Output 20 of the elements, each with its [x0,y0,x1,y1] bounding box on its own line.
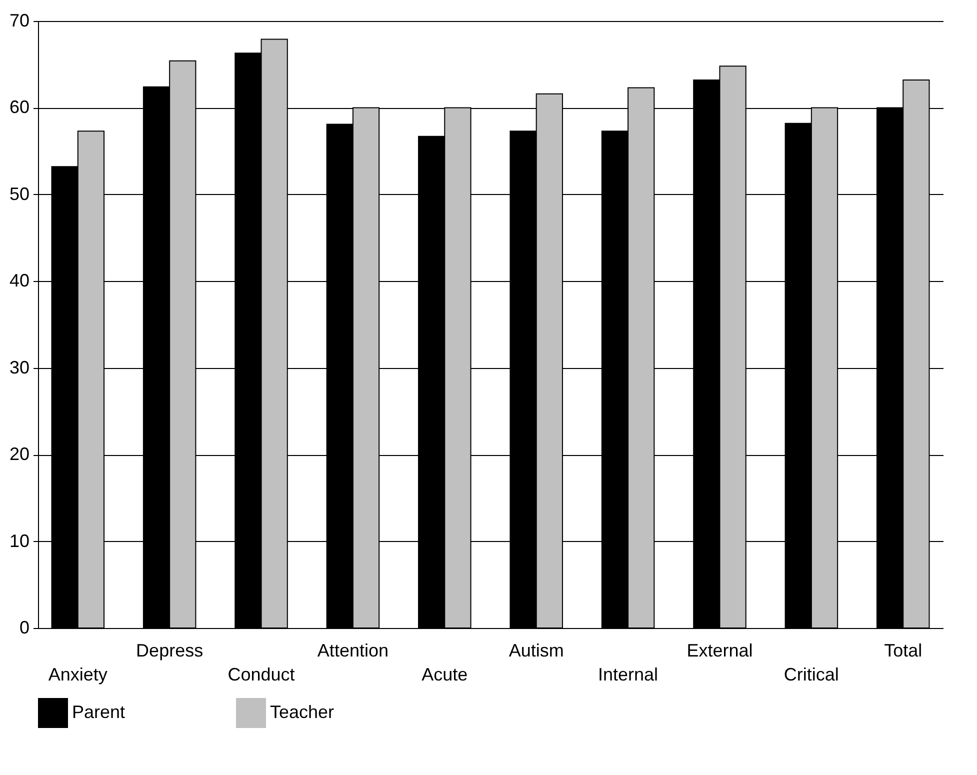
x-tick-label: Acute [422,664,468,684]
x-tick-label: Attention [317,640,388,660]
y-tick-label: 70 [9,10,30,30]
legend-label: Teacher [270,702,334,722]
x-tick-label: Autism [508,640,564,660]
y-tick-label: 60 [9,97,30,118]
x-tick-label: Internal [598,664,658,684]
y-tick-label: 30 [9,357,30,378]
y-tick-label: 40 [9,270,30,291]
x-tick-label: Total [884,640,922,660]
y-tick-label: 20 [9,444,30,464]
x-tick-label: Depress [136,640,204,660]
legend-label: Parent [72,702,126,722]
y-tick-label: 50 [9,184,30,204]
x-tick-label: Anxiety [48,664,108,684]
y-tick-label: 0 [19,618,30,638]
x-tick-label: Conduct [228,664,295,684]
y-tick-label: 10 [9,530,30,551]
x-tick-label: Critical [784,664,839,684]
x-tick-label: External [686,640,753,660]
